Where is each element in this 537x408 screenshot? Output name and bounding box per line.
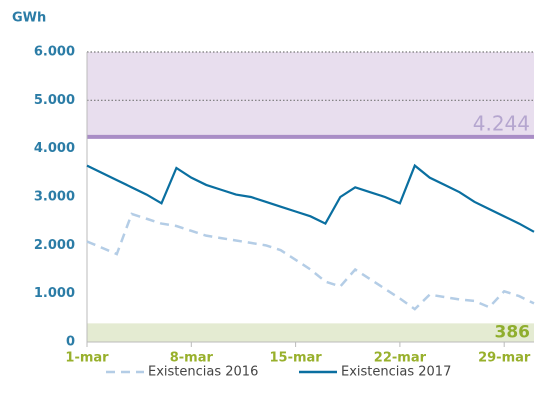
x-tick-label: 8-mar: [170, 351, 214, 366]
x-tick-label: 22-mar: [374, 351, 427, 366]
legend-label: Existencias 2016: [148, 365, 258, 380]
band-label: 386: [495, 323, 531, 343]
y-axis-label: GWh: [12, 11, 46, 26]
y-tick-label: 3.000: [34, 190, 75, 205]
x-tick-label: 1-mar: [65, 351, 109, 366]
y-tick-label: 6.000: [34, 45, 75, 60]
y-tick-label: 1.000: [34, 286, 75, 301]
series-line: [86, 212, 535, 311]
band: [87, 323, 534, 342]
y-tick-label: 0: [66, 335, 75, 350]
band-label: 4.244: [473, 111, 530, 135]
series-line: [86, 163, 535, 233]
x-tick-label: 15-mar: [269, 351, 322, 366]
y-tick-label: 5.000: [34, 93, 75, 108]
x-tick-label: 29-mar: [478, 351, 531, 366]
legend-label: Existencias 2017: [341, 365, 451, 380]
y-tick-label: 4.000: [34, 141, 75, 156]
y-tick-label: 2.000: [34, 238, 75, 253]
band: [87, 52, 534, 137]
